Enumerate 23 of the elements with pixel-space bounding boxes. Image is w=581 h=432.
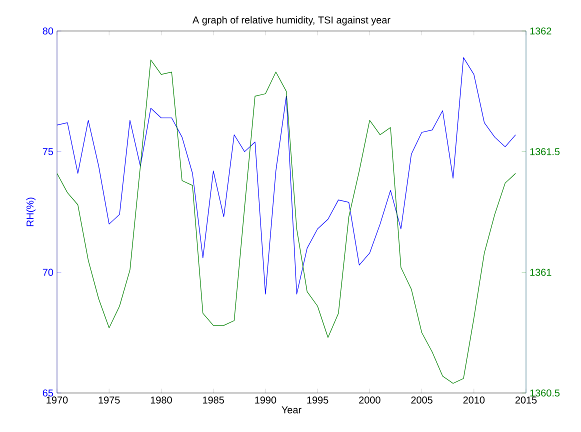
line-series <box>57 60 516 384</box>
x-tick-label: 2015 <box>515 396 537 404</box>
y-tick-label: 65 <box>42 389 54 397</box>
x-tick-label: 1970 <box>46 396 68 404</box>
x-tick-label: 1990 <box>255 396 276 404</box>
y2-tick-label: 1360.5 <box>530 389 560 397</box>
y2-tick-label: 1362 <box>530 27 552 35</box>
x-tick-label: 2000 <box>359 396 380 404</box>
y-axis-title: RH(%) <box>26 198 36 226</box>
y-tick-label: 70 <box>42 268 54 276</box>
x-tick-label: 1985 <box>203 396 224 404</box>
y2-tick-label: 1361.5 <box>530 148 560 156</box>
x-tick-label: 1980 <box>150 396 172 404</box>
chart-title: A graph of relative humidity, TSI against year <box>192 16 390 26</box>
x-tick-label: 2010 <box>463 396 485 404</box>
x-tick-label: 2005 <box>411 396 432 404</box>
line-series <box>57 57 516 294</box>
y-tick-label: 75 <box>42 148 54 156</box>
y2-tick-label: 1361 <box>530 268 552 276</box>
x-tick-label: 1975 <box>98 396 120 404</box>
x-axis-title: Year <box>282 406 302 414</box>
y-tick-label: 80 <box>42 27 54 35</box>
x-tick-label: 1995 <box>307 396 328 404</box>
